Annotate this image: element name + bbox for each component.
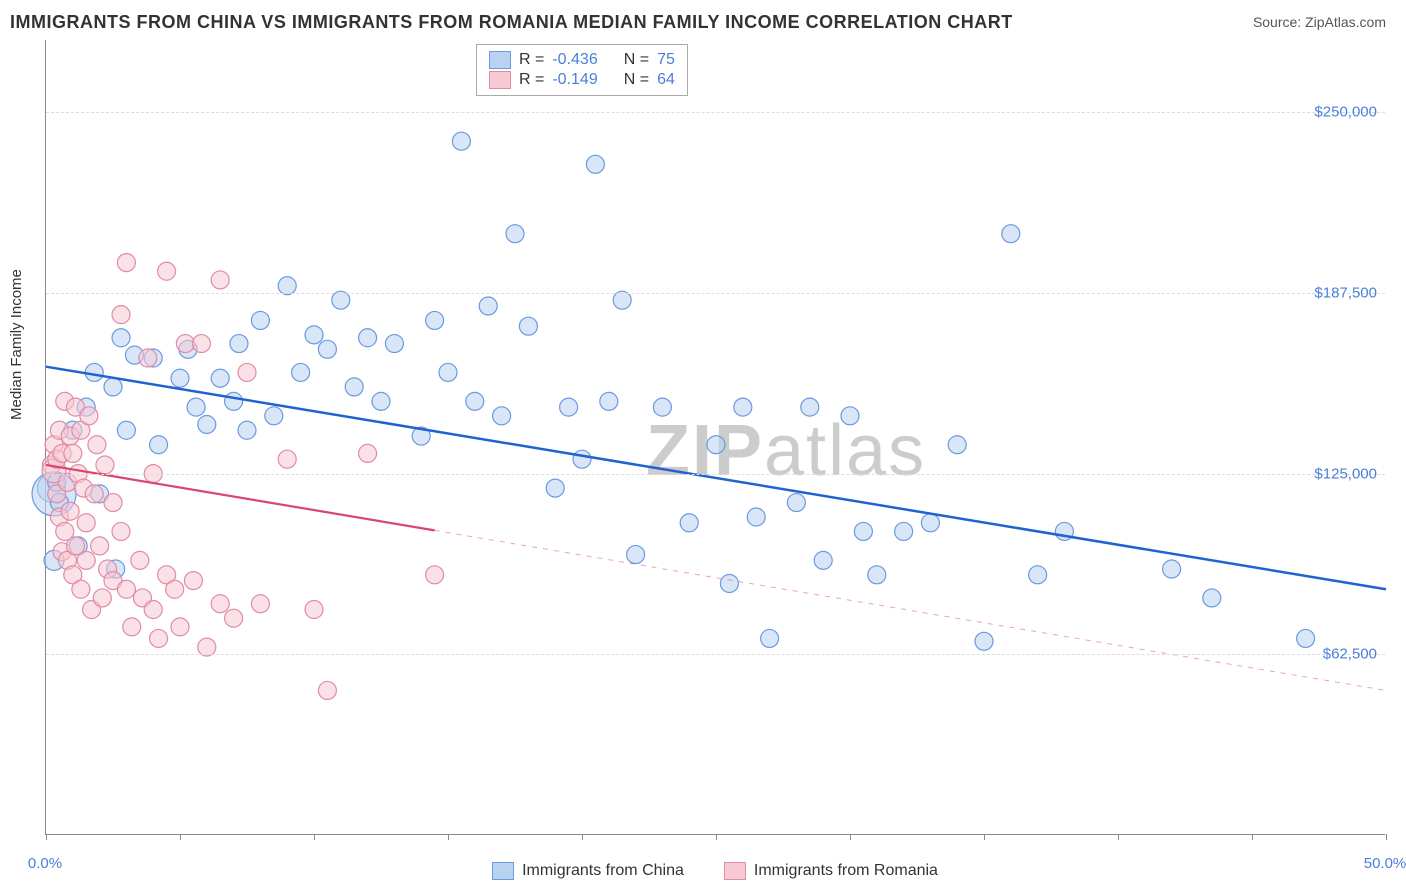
legend-row-china: R = -0.436 N = 75 (489, 51, 675, 69)
y-tick-label: $187,500 (1314, 284, 1377, 301)
n-value-romania: 64 (657, 71, 675, 89)
y-tick-label: $250,000 (1314, 104, 1377, 121)
x-tick-label: 0.0% (28, 855, 62, 872)
x-tick-label: 50.0% (1364, 855, 1406, 872)
legend-label-china: Immigrants from China (522, 862, 684, 880)
correlation-legend: R = -0.436 N = 75 R = -0.149 N = 64 (476, 44, 688, 96)
legend-item-china: Immigrants from China (492, 862, 684, 880)
legend-item-romania: Immigrants from Romania (724, 862, 938, 880)
source-attribution: Source: ZipAtlas.com (1253, 14, 1386, 30)
y-tick-label: $62,500 (1323, 646, 1377, 663)
series-legend: Immigrants from China Immigrants from Ro… (45, 862, 1385, 880)
n-label: N = (624, 71, 649, 89)
r-label: R = (519, 71, 544, 89)
swatch-blue-icon (492, 862, 514, 880)
n-label: N = (624, 51, 649, 69)
y-tick-label: $125,000 (1314, 465, 1377, 482)
source-label: Source: (1253, 14, 1305, 30)
source-name: ZipAtlas.com (1305, 14, 1386, 30)
r-label: R = (519, 51, 544, 69)
r-value-romania: -0.149 (552, 71, 597, 89)
legend-label-romania: Immigrants from Romania (754, 862, 938, 880)
scatter-svg (46, 40, 1385, 834)
n-value-china: 75 (657, 51, 675, 69)
swatch-blue-icon (489, 51, 511, 69)
chart-title: IMMIGRANTS FROM CHINA VS IMMIGRANTS FROM… (10, 12, 1013, 33)
swatch-pink-icon (489, 71, 511, 89)
swatch-pink-icon (724, 862, 746, 880)
y-axis-label: Median Family Income (8, 269, 25, 420)
r-value-china: -0.436 (552, 51, 597, 69)
legend-row-romania: R = -0.149 N = 64 (489, 71, 675, 89)
chart-plot-area: ZIPatlas R = -0.436 N = 75 R = -0.149 N … (45, 40, 1385, 835)
